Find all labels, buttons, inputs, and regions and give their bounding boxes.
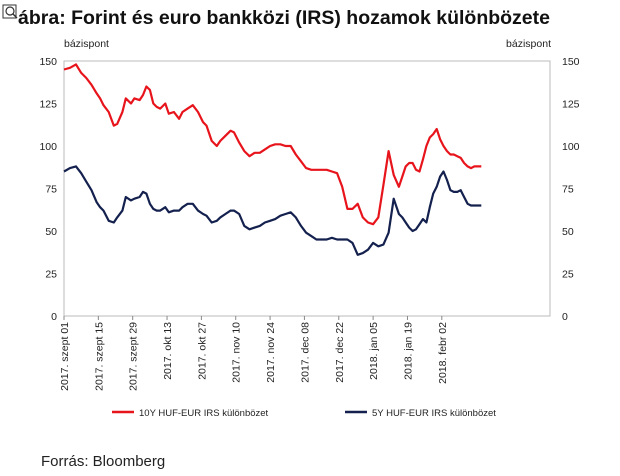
y-tick-right-label: 25 <box>562 269 574 281</box>
source-note: Forrás: Bloomberg <box>41 453 165 470</box>
x-tick-label: 2017. dec 08 <box>299 322 311 383</box>
y-tick-left-label: 125 <box>39 99 57 111</box>
x-tick-label: 2017. nov 10 <box>231 322 243 383</box>
y-tick-left-label: 0 <box>51 311 57 323</box>
y-tick-left-label: 50 <box>45 226 57 238</box>
y-tick-right-label: 75 <box>562 184 574 196</box>
legend-label-5y: 5Y HUF-EUR IRS különbözet <box>372 408 496 419</box>
x-tick-label: 2017. szept 15 <box>93 322 105 391</box>
x-tick-label: 2017. okt 27 <box>196 322 208 380</box>
x-tick-label: 2018. jan 19 <box>402 322 414 380</box>
right-axis-unit: bázispont <box>506 38 551 50</box>
y-tick-left-label: 100 <box>39 141 57 153</box>
y-tick-right-label: 125 <box>562 99 580 111</box>
x-tick-label: 2017. szept 29 <box>128 322 140 391</box>
y-tick-left-label: 75 <box>45 184 57 196</box>
plot-frame <box>63 60 551 317</box>
series-lines <box>63 63 482 256</box>
axes: 0 0 25 25 50 50 75 75 100 100 125 125 150 150 2017. sz… <box>39 56 579 391</box>
series-line-5y <box>63 165 482 256</box>
x-tick-label: 2018. jan 05 <box>368 322 380 380</box>
series-line-10y <box>63 63 482 226</box>
magnifier-chart-icon <box>2 4 18 19</box>
legend-label-10y: 10Y HUF-EUR IRS különbözet <box>139 408 269 419</box>
chart-title: ábra: Forint és euro bankközi (IRS) hoza… <box>18 7 550 29</box>
x-tick-label: 2017. szept 01 <box>59 322 71 391</box>
y-tick-right-label: 100 <box>562 141 580 153</box>
y-tick-left-label: 150 <box>39 56 57 68</box>
y-tick-right-label: 50 <box>562 226 574 238</box>
x-tick-label: 2018. febr 02 <box>437 322 449 384</box>
y-tick-right-label: 150 <box>562 56 580 68</box>
legend: 10Y HUF-EUR IRS különbözet 5Y HUF-EUR IR… <box>112 408 496 419</box>
y-tick-right-label: 0 <box>562 311 568 323</box>
x-tick-label: 2017. dec 22 <box>334 322 346 383</box>
x-tick-label: 2017. nov 24 <box>265 322 277 383</box>
left-axis-unit: bázispont <box>64 38 109 50</box>
x-tick-label: 2017. okt 13 <box>162 322 174 380</box>
y-tick-left-label: 25 <box>45 269 57 281</box>
